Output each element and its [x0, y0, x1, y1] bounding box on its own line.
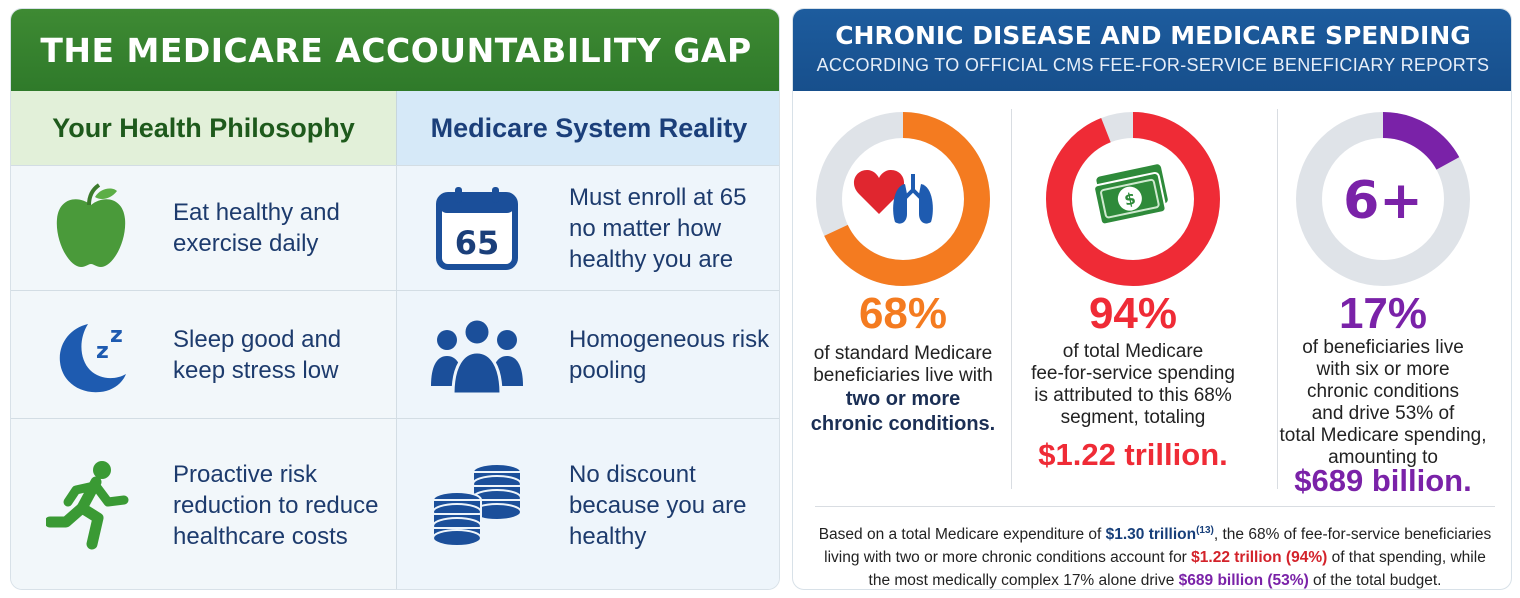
- donut-68: [816, 112, 990, 286]
- chronic-disease-panel: CHRONIC DISEASE AND MEDICARE SPENDING AC…: [792, 8, 1512, 590]
- footnote-red-amount: $1.22 trillion (94%): [1191, 549, 1328, 567]
- moon-sleep-icon: z z: [41, 305, 141, 405]
- stat-divider: [1277, 109, 1278, 489]
- donut-17: 6+: [1296, 112, 1470, 286]
- comparison-row: Eat healthy and exercise daily 65 Must e…: [11, 165, 779, 290]
- donut-arc-68: [816, 112, 990, 286]
- right-title: CHRONIC DISEASE AND MEDICARE SPENDING: [835, 21, 1471, 50]
- reality-text: Must enroll at 65 no matter how healthy …: [569, 183, 747, 273]
- philosophy-cell: Proactive risk reduction to reduce healt…: [11, 419, 397, 589]
- coin-stacks-icon: [427, 455, 527, 555]
- reality-text: Homogeneous risk pooling: [569, 325, 770, 384]
- health-philosophy-heading-text: Your Health Philosophy: [52, 112, 355, 143]
- health-philosophy-heading: Your Health Philosophy: [11, 91, 397, 165]
- philosophy-text: Proactive risk reduction to reduce healt…: [173, 460, 379, 550]
- stat-description: of total Medicare fee-for-service spendi…: [1023, 341, 1243, 429]
- footnote-text: of the total budget.: [1308, 572, 1442, 590]
- svg-text:z: z: [110, 323, 123, 348]
- donut-arc-94: [1046, 112, 1220, 286]
- left-title-banner: THE MEDICARE ACCOUNTABILITY GAP: [11, 9, 779, 91]
- philosophy-text: Sleep good and keep stress low: [173, 325, 342, 384]
- donut-arc-17: [1296, 112, 1470, 286]
- desc-line: segment, totaling: [1060, 407, 1206, 428]
- footnote-reference: (13): [1196, 525, 1214, 536]
- footnote: Based on a total Medicare expenditure of…: [815, 506, 1495, 590]
- footnote-purple-amount: $689 billion (53%): [1178, 572, 1309, 590]
- desc-line: and drive 53% of: [1311, 403, 1455, 424]
- svg-text:$: $: [1123, 189, 1138, 210]
- philosophy-text: Eat healthy and exercise daily: [173, 199, 340, 257]
- desc-line: of standard Medicare: [813, 343, 993, 364]
- reality-cell: 65 Must enroll at 65 no matter how healt…: [397, 166, 779, 290]
- reality-cell: Homogeneous risk pooling: [397, 291, 779, 418]
- desc-line: with six or more: [1316, 359, 1450, 380]
- stat-spending-94: $ 94% of total Medicare fee-for-service …: [1023, 99, 1243, 499]
- right-subtitle: ACCORDING TO OFFICIAL CMS FEE-FOR-SERVIC…: [816, 55, 1490, 75]
- apple-icon: [41, 178, 141, 278]
- reality-cell: No discount because you are healthy: [397, 419, 779, 589]
- right-title-banner: CHRONIC DISEASE AND MEDICARE SPENDING AC…: [793, 9, 1511, 91]
- people-group-icon: [427, 305, 527, 405]
- stat-amount: $689 billion.: [1294, 463, 1472, 498]
- stat-description: of standard Medicare beneficiaries live …: [793, 343, 1013, 437]
- calendar-icon: 65: [427, 178, 527, 278]
- accountability-gap-panel: THE MEDICARE ACCOUNTABILITY GAP Your Hea…: [10, 8, 780, 590]
- comparison-row: Proactive risk reduction to reduce healt…: [11, 418, 779, 589]
- desc-line: fee-for-service spending: [1031, 363, 1235, 384]
- calendar-65-label: 65: [455, 224, 500, 262]
- stat-percent: 68%: [858, 289, 948, 338]
- stat-chronic-68: 68% of standard Medicare beneficiaries l…: [793, 99, 1013, 499]
- desc-line: is attributed to this 68%: [1034, 385, 1232, 406]
- system-reality-heading-text: Medicare System Reality: [430, 112, 748, 143]
- donut-94: $: [1046, 112, 1220, 286]
- desc-line: chronic conditions: [1306, 381, 1460, 402]
- stat-percent: 94%: [1088, 289, 1178, 338]
- desc-bold-line: two or more: [845, 388, 961, 410]
- philosophy-cell: z z Sleep good and keep stress low: [11, 291, 397, 418]
- footnote-text: , the 68% of fee-for-service beneficiari…: [824, 526, 1492, 567]
- stat-divider: [1011, 109, 1012, 489]
- svg-text:z: z: [96, 339, 109, 364]
- stat-complex-17: 6+ 17% of beneficiaries live with six or…: [1273, 99, 1493, 499]
- desc-line: amounting to: [1328, 447, 1438, 468]
- philosophy-cell: Eat healthy and exercise daily: [11, 166, 397, 290]
- footnote-text: of that spending, while the most medical…: [868, 549, 1486, 590]
- footnote-text: Based on a total Medicare expenditure of: [818, 526, 1106, 544]
- desc-line: beneficiaries live with: [813, 365, 993, 386]
- comparison-row: z z Sleep good and keep stress low Homog…: [11, 290, 779, 418]
- six-plus-label: 6+: [1343, 171, 1423, 231]
- desc-line: of beneficiaries live: [1302, 337, 1464, 358]
- desc-line: of total Medicare: [1062, 341, 1204, 362]
- heart-lungs-icon: [853, 170, 933, 224]
- stat-amount: $1.22 trillion.: [1038, 437, 1228, 472]
- reality-text: No discount because you are healthy: [569, 460, 747, 550]
- desc-line: total Medicare spending,: [1279, 425, 1487, 446]
- running-person-icon: [41, 455, 141, 555]
- desc-bold-line: chronic conditions.: [810, 413, 996, 435]
- stat-percent: 17%: [1338, 289, 1428, 338]
- stat-description: of beneficiaries live with six or more c…: [1273, 337, 1493, 469]
- left-title: THE MEDICARE ACCOUNTABILITY GAP: [40, 30, 752, 70]
- system-reality-heading: Medicare System Reality: [397, 91, 779, 165]
- money-icon: $: [1093, 164, 1168, 226]
- footnote-total: $1.30 trillion: [1105, 526, 1197, 544]
